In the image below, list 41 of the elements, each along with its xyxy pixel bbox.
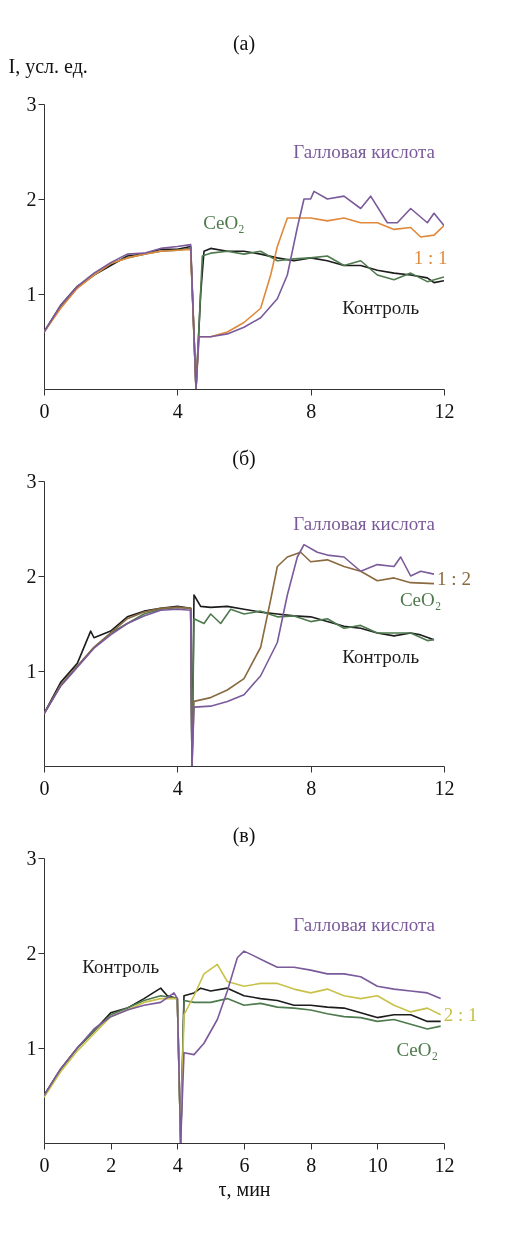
series-label: 1 : 1 — [413, 246, 448, 268]
series-label: CeO₂ — [203, 211, 245, 233]
y-tick-label: 2 — [26, 564, 37, 587]
x-axis-title: τ, мин — [218, 1177, 271, 1200]
series-label: 1 : 2 — [437, 567, 471, 589]
series-label: CeO₂ — [399, 588, 442, 610]
chart-title: (а) — [232, 32, 256, 55]
series-label: Галловая кислота — [293, 913, 436, 935]
x-tick-label: 2 — [106, 1153, 117, 1176]
y-tick-label: 2 — [26, 941, 37, 964]
x-tick-label: 4 — [172, 1153, 183, 1176]
y-tick-label: 1 — [26, 1036, 37, 1059]
series-label: Галловая кислота — [293, 512, 436, 534]
series-label: CeO₂ — [396, 1038, 439, 1060]
x-tick-label: 10 — [367, 1153, 388, 1176]
x-tick-label: 12 — [434, 399, 455, 422]
x-tick-label: 4 — [172, 776, 183, 799]
y-tick-label: 3 — [26, 846, 37, 869]
x-tick-label: 4 — [172, 399, 183, 422]
series-label: Контроль — [82, 956, 160, 978]
x-tick-label: 8 — [306, 776, 317, 799]
x-tick-label: 12 — [434, 776, 455, 799]
x-tick-label: 0 — [39, 399, 50, 422]
y-tick-label: 3 — [26, 92, 37, 115]
x-tick-label: 0 — [39, 1153, 50, 1176]
y-axis-title: I, усл. ед. — [8, 54, 88, 78]
x-tick-label: 8 — [306, 399, 317, 422]
y-tick-label: 3 — [26, 469, 37, 492]
x-tick-label: 8 — [306, 1153, 317, 1176]
chart-title: (в) — [232, 824, 256, 847]
y-tick-label: 1 — [26, 282, 37, 305]
x-tick-label: 12 — [434, 1153, 455, 1176]
series-label: 2 : 1 — [443, 1003, 478, 1025]
chart-title: (б) — [232, 447, 256, 470]
series-label: Контроль — [342, 645, 420, 667]
y-tick-label: 1 — [26, 659, 37, 682]
x-tick-label: 6 — [239, 1153, 250, 1176]
y-tick-label: 2 — [26, 187, 37, 210]
series-label: Контроль — [342, 297, 420, 319]
series-label: Галловая кислота — [293, 140, 436, 162]
x-tick-label: 0 — [39, 776, 50, 799]
